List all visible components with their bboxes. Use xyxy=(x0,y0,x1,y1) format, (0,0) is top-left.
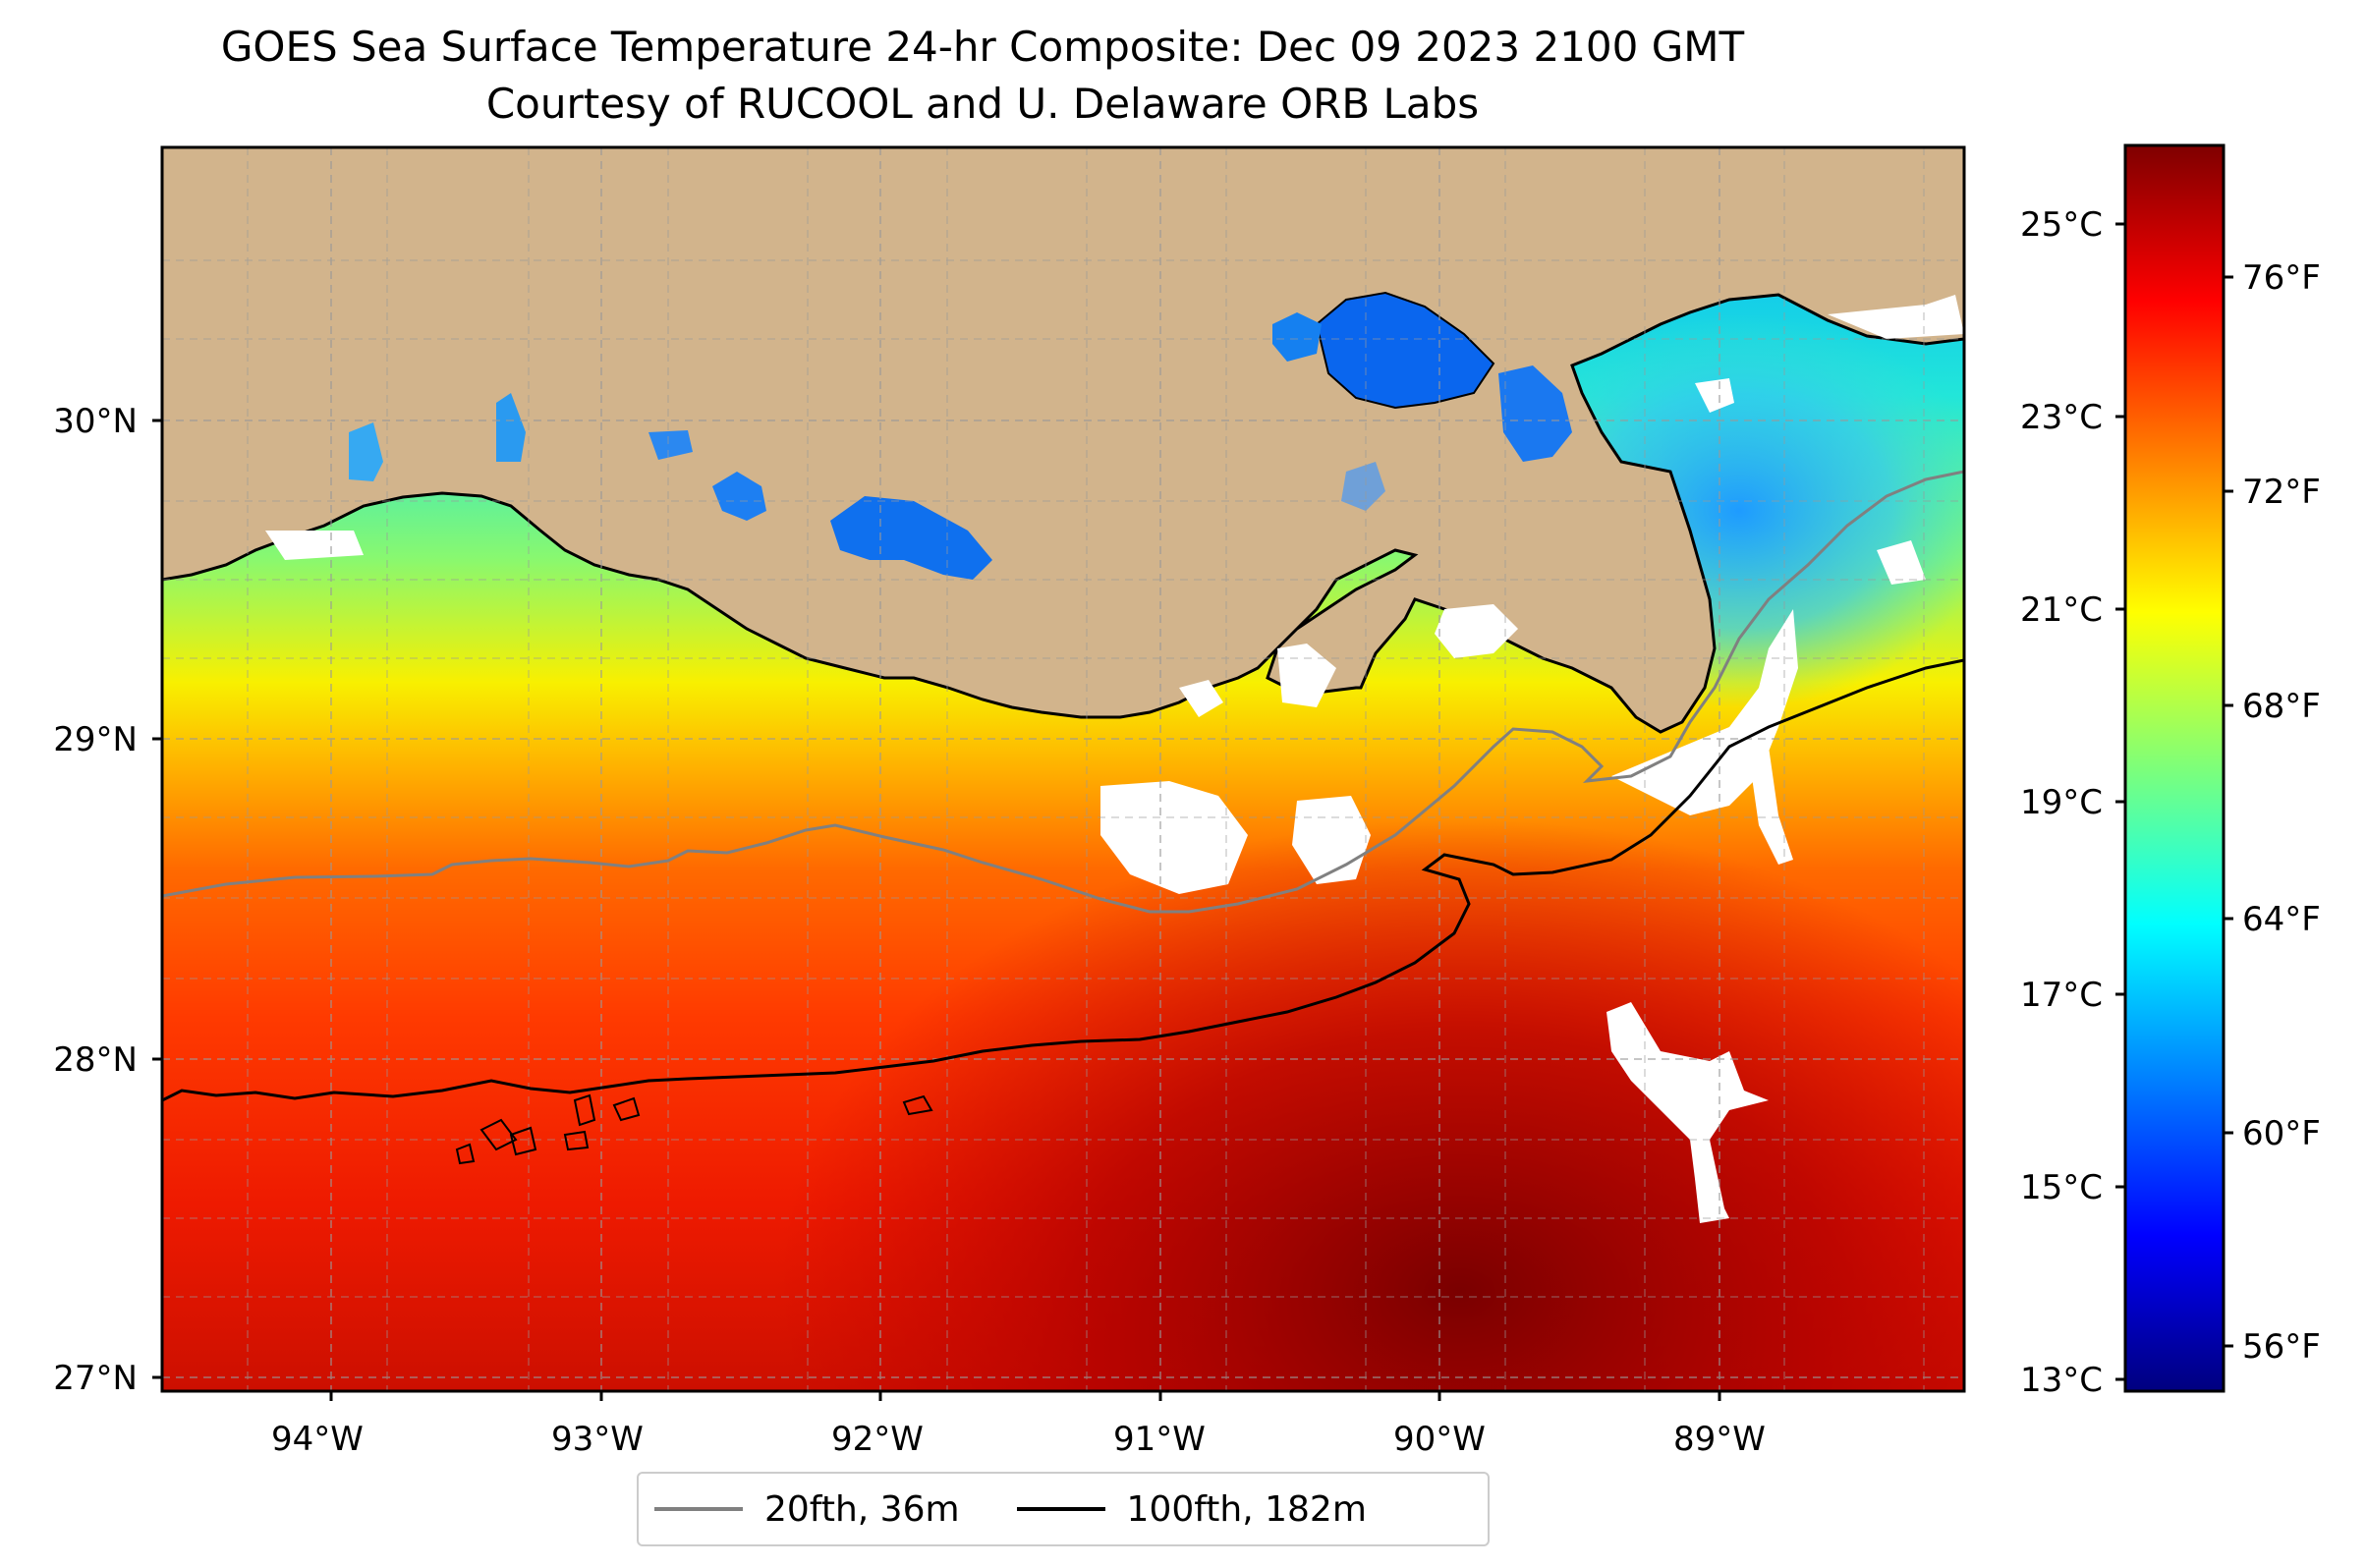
map-frame xyxy=(160,145,1966,1393)
legend-item-20fth: 20fth, 36m xyxy=(654,1489,960,1530)
land-mass xyxy=(162,147,1964,734)
lake-maurepas xyxy=(1272,312,1322,362)
celsius-tick-label: 21°C xyxy=(2020,590,2103,630)
celsius-tick-label: 13°C xyxy=(2020,1361,2103,1400)
sabine-lake xyxy=(496,393,526,462)
legend-label: 100fth, 182m xyxy=(1126,1488,1367,1530)
longitude-axis: 94°W 93°W 92°W 91°W 90°W 89°W xyxy=(271,1391,1766,1459)
celsius-tick-label: 19°C xyxy=(2020,783,2103,822)
contour-legend: 20fth, 36m 100fth, 182m xyxy=(637,1472,1490,1546)
lon-tick-label: 89°W xyxy=(1673,1420,1766,1459)
lat-tick-label: 29°N xyxy=(53,720,138,759)
map-area xyxy=(162,147,1964,1391)
lon-tick-label: 91°W xyxy=(1113,1420,1206,1459)
fahrenheit-tick-label: 56°F xyxy=(2242,1327,2321,1367)
lon-tick-label: 90°W xyxy=(1393,1420,1486,1459)
lon-tick-label: 92°W xyxy=(831,1420,924,1459)
map-title: GOES Sea Surface Temperature 24-hr Compo… xyxy=(220,23,1745,71)
white-lake xyxy=(712,472,766,521)
lat-tick-label: 30°N xyxy=(53,402,138,441)
legend-line-gray xyxy=(654,1507,743,1511)
lat-tick-label: 28°N xyxy=(53,1040,138,1080)
small-lake xyxy=(1341,462,1385,511)
map-subtitle: Courtesy of RUCOOL and U. Delaware ORB L… xyxy=(485,80,1480,128)
legend-label: 20fth, 36m xyxy=(764,1488,960,1530)
contour-100fth xyxy=(162,658,1964,1102)
celsius-tick-label: 17°C xyxy=(2020,976,2103,1015)
celsius-tick-label: 23°C xyxy=(2020,398,2103,437)
fahrenheit-tick-label: 64°F xyxy=(2242,900,2321,939)
grand-lake xyxy=(830,496,992,580)
reef-outlines xyxy=(455,1093,933,1165)
no-data-regions xyxy=(265,295,1964,1223)
legend-item-100fth: 100fth, 182m xyxy=(1016,1488,1367,1530)
contour-20fth xyxy=(162,470,1964,914)
lon-tick-label: 94°W xyxy=(271,1420,364,1459)
fahrenheit-tick-label: 68°F xyxy=(2242,687,2321,726)
lake-pontchartrain xyxy=(1315,291,1495,410)
colorbar-fahrenheit-axis: 76°F 72°F 68°F 64°F 60°F 56°F xyxy=(2224,258,2321,1367)
colorbar xyxy=(2123,143,2226,1393)
fahrenheit-tick-label: 72°F xyxy=(2242,473,2321,512)
lon-tick-label: 93°W xyxy=(551,1420,644,1459)
latitude-axis: 30°N 29°N 28°N 27°N xyxy=(53,402,162,1398)
celsius-tick-label: 15°C xyxy=(2020,1168,2103,1207)
fahrenheit-tick-label: 76°F xyxy=(2242,258,2321,298)
colorbar-celsius-axis: 25°C 23°C 21°C 19°C 17°C 15°C 13°C xyxy=(2020,205,2125,1400)
lake-borgne xyxy=(1498,365,1572,462)
celsius-tick-label: 25°C xyxy=(2020,205,2103,245)
lat-tick-label: 27°N xyxy=(53,1359,138,1398)
small-lake xyxy=(648,430,693,460)
legend-line-black xyxy=(1016,1507,1105,1511)
fahrenheit-tick-label: 60°F xyxy=(2242,1114,2321,1153)
calcasieu-lake xyxy=(349,422,383,481)
